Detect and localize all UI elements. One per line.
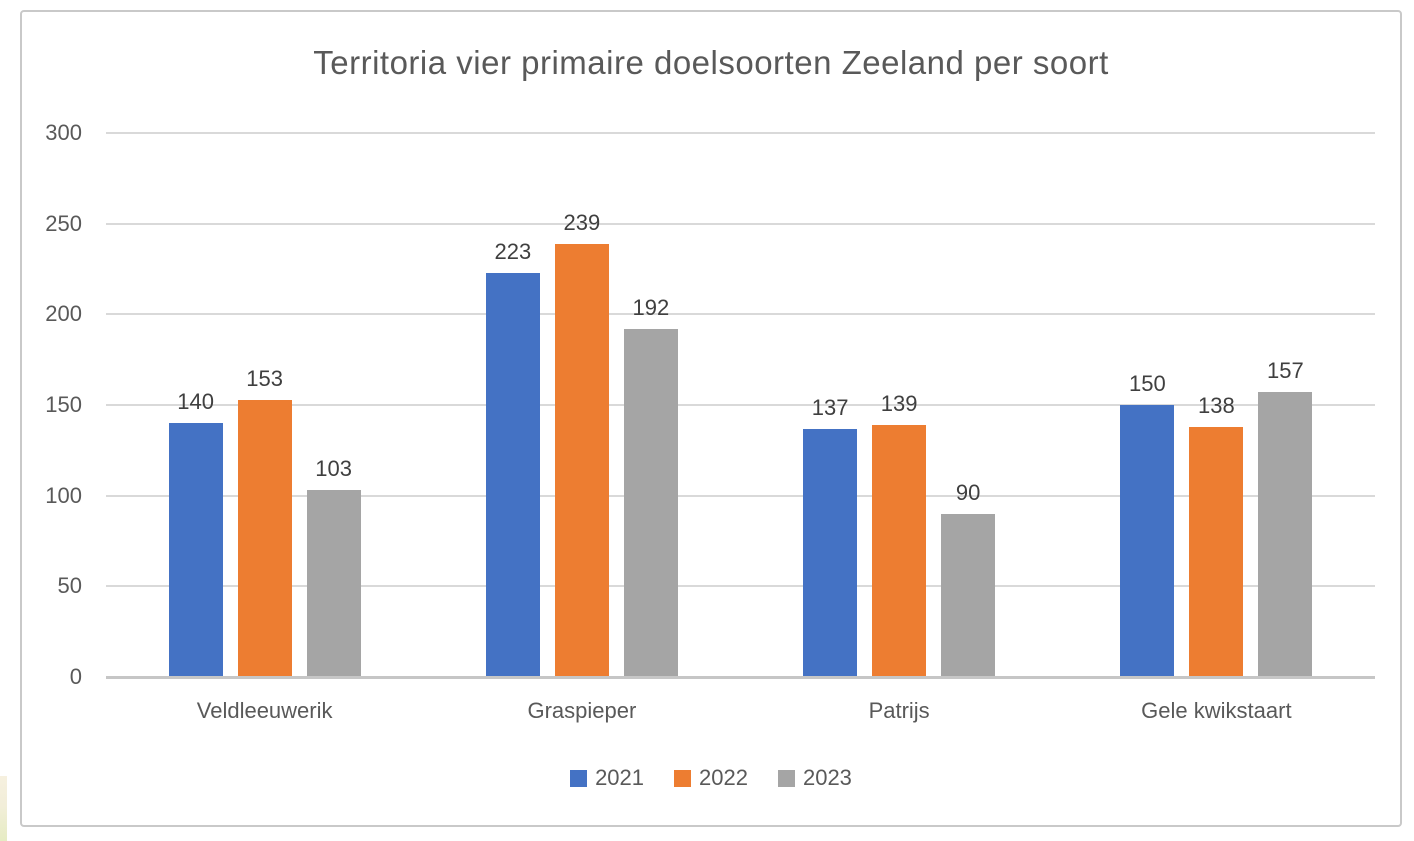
- data-label: 139: [880, 390, 918, 416]
- data-label: 150: [1129, 371, 1166, 396]
- data-label: 138: [1198, 392, 1235, 418]
- bar-2023-gele-kwikstaart: [1258, 392, 1313, 677]
- bar-2021-veldleeuwerik: [168, 423, 223, 677]
- legend-label: 2021: [595, 765, 645, 790]
- gridline: [106, 313, 1375, 316]
- legend-item-2023: 2023: [777, 765, 852, 790]
- gridline: [106, 494, 1375, 497]
- legend-item-2021: 2021: [570, 767, 644, 789]
- gridline: [106, 132, 1375, 134]
- background-accent-strip: [0, 776, 7, 841]
- data-label: 192: [632, 294, 670, 320]
- chart-frame: Territoria vier primaire doelsoorten Zee…: [20, 10, 1402, 827]
- bar-2022-gele-kwikstaart: [1189, 426, 1244, 677]
- x-axis-baseline: [106, 676, 1375, 679]
- plot-area: 140 153 103 Veldleeuwerik 223 239 192 Graspiepe…: [106, 132, 1375, 723]
- data-label: 239: [563, 209, 601, 235]
- x-axis-category-label: Gele kwikstaart: [1141, 698, 1292, 723]
- chart-legend: 2021 2022 2023: [22, 767, 1400, 789]
- bar-2021-graspieper: [485, 272, 540, 677]
- x-axis-category-label: Graspieper: [527, 698, 637, 723]
- legend-swatch-icon: [674, 769, 692, 787]
- bar-2023-patrijs: [941, 513, 996, 677]
- legend-label: 2023: [802, 765, 852, 790]
- y-axis-tick-label: 200: [45, 301, 82, 327]
- bar-2022-veldleeuwerik: [237, 399, 292, 677]
- bar-2023-graspieper: [623, 328, 678, 677]
- chart-title: Territoria vier primaire doelsoorten Zee…: [313, 44, 1109, 81]
- y-axis-tick-label: 300: [45, 120, 82, 145]
- gridline: [106, 404, 1375, 406]
- x-axis-category-label: Patrijs: [868, 698, 930, 723]
- data-label: 223: [494, 238, 532, 264]
- data-label: 157: [1267, 358, 1304, 384]
- gridline: [106, 585, 1375, 588]
- bar-2023-veldleeuwerik: [306, 490, 361, 677]
- y-axis-tick-label: 150: [45, 392, 82, 417]
- data-label: 153: [246, 365, 283, 391]
- data-label: 137: [811, 394, 849, 420]
- bar-2022-patrijs: [872, 424, 927, 677]
- data-label: 140: [177, 389, 214, 415]
- legend-swatch-icon: [570, 769, 588, 787]
- gridline: [106, 222, 1375, 225]
- y-axis-tick-label: 50: [57, 573, 82, 599]
- y-axis-tick-label: 100: [45, 482, 82, 508]
- bar-2021-patrijs: [803, 428, 858, 677]
- bar-2021-gele-kwikstaart: [1120, 405, 1175, 677]
- legend-label: 2022: [699, 765, 748, 790]
- y-axis-tick-label: 250: [45, 210, 82, 236]
- y-axis-tick-label: 0: [69, 664, 82, 689]
- bar-2022-graspieper: [554, 243, 609, 677]
- legend-item-2022: 2022: [674, 767, 748, 789]
- legend-swatch-icon: [777, 769, 795, 787]
- x-axis-category-label: Veldleeuwerik: [196, 698, 333, 723]
- data-label: 90: [955, 479, 981, 505]
- data-label: 103: [315, 456, 352, 482]
